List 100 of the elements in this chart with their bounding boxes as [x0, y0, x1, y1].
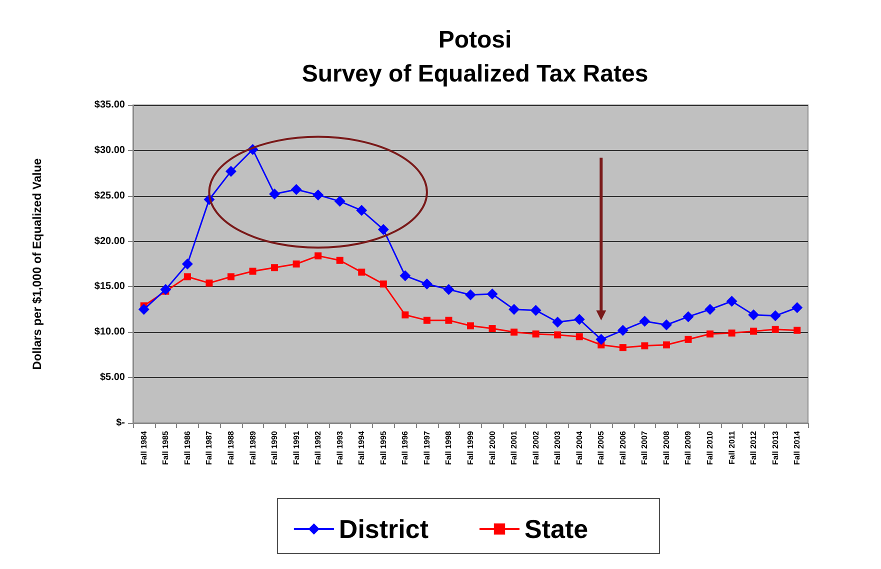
point: [684, 336, 692, 343]
point: [334, 196, 346, 207]
point: [182, 258, 193, 270]
point: [617, 324, 628, 336]
point: [532, 330, 540, 338]
point: [312, 189, 324, 200]
y-tick-label: $25.00: [94, 190, 126, 202]
x-tick-label: Fall 2006: [618, 430, 628, 465]
point: [271, 264, 278, 272]
point: [292, 260, 300, 268]
point: [596, 334, 607, 345]
point: [443, 284, 454, 295]
point: [662, 341, 670, 348]
point: [465, 289, 476, 300]
legend-label: State: [524, 514, 588, 544]
x-tick-label: Fall 1996: [400, 430, 410, 465]
point: [138, 304, 150, 315]
x-tick-label: Fall 2000: [488, 430, 497, 465]
point: [530, 304, 542, 316]
x-tick-label: Fall 1985: [161, 430, 170, 465]
x-tick-label: Fall 2008: [662, 430, 671, 465]
point: [726, 296, 738, 307]
point: [358, 268, 366, 276]
point: [269, 188, 280, 200]
y-tick-label: $30.00: [94, 144, 126, 156]
point: [445, 316, 452, 324]
x-tick-label: Fall 1992: [314, 430, 323, 465]
point: [639, 316, 650, 327]
point: [508, 304, 520, 315]
point: [750, 328, 758, 335]
point: [748, 309, 760, 320]
point: [660, 319, 672, 330]
point: [423, 316, 430, 324]
point: [206, 280, 213, 287]
x-tick-label: Fall 1999: [466, 430, 475, 465]
x-tick-label: Fall 2011: [727, 430, 736, 464]
point: [792, 302, 803, 314]
point: [314, 252, 322, 260]
point: [486, 288, 498, 300]
point: [336, 256, 344, 264]
point: [770, 310, 781, 322]
point: [227, 273, 234, 280]
x-tick-label: Fall 1984: [139, 430, 148, 465]
x-tick-label: Fall 1994: [357, 430, 366, 465]
point: [160, 284, 172, 295]
point: [356, 204, 368, 216]
point: [400, 270, 411, 282]
chart-title: Potosi Survey of Equalized Tax Rates: [302, 26, 648, 88]
y-tick-label: $15.00: [94, 281, 126, 292]
x-tick-label: Fall 1990: [270, 430, 280, 465]
point: [704, 304, 716, 315]
y-axis-title: Dollars per $1,000 of Equalized Value: [30, 158, 44, 370]
point: [706, 330, 714, 338]
point: [290, 184, 302, 195]
x-tick-label: Fall 1997: [422, 430, 432, 465]
point: [728, 330, 736, 337]
x-tick-label: Fall 2001: [510, 430, 519, 465]
y-tick-label: $-: [116, 418, 125, 428]
point: [510, 328, 518, 336]
point: [619, 344, 626, 352]
point: [576, 333, 583, 340]
x-tick-label: Fall 2012: [749, 430, 758, 465]
x-tick-label: Fall 1986: [182, 430, 192, 465]
point: [380, 280, 387, 288]
point: [225, 166, 236, 177]
point: [488, 325, 496, 332]
point: [794, 326, 801, 334]
point: [552, 316, 564, 328]
x-tick-label: Fall 1989: [248, 430, 258, 465]
y-tick-label: $10.00: [94, 326, 126, 338]
x-tick-label: Fall 1991: [292, 430, 301, 465]
y-tick-label: $5.00: [100, 372, 126, 384]
x-tick-label: Fall 2004: [574, 430, 584, 465]
x-tick-label: Fall 2005: [596, 430, 606, 465]
point: [554, 331, 562, 338]
y-tick-label: $20.00: [94, 236, 126, 247]
x-tick-label: Fall 2002: [531, 430, 540, 465]
x-tick-label: Fall 1993: [335, 430, 344, 465]
point: [641, 342, 648, 350]
x-tick-label: Fall 2009: [684, 430, 693, 465]
point: [421, 278, 432, 290]
y-tick-label: $35.00: [94, 100, 126, 110]
x-tick-label: Fall 2010: [706, 430, 715, 465]
point: [574, 314, 585, 325]
x-tick-label: Fall 1987: [204, 430, 214, 465]
point: [467, 322, 474, 330]
legend-label: District: [338, 514, 429, 544]
x-tick-label: Fall 1998: [444, 430, 454, 465]
point: [378, 224, 389, 235]
x-tick-label: Fall 2014: [792, 430, 802, 465]
point: [249, 268, 256, 275]
x-tick-label: Fall 2013: [770, 430, 780, 465]
x-tick-label: Fall 2007: [640, 430, 650, 465]
x-tick-label: Fall 1988: [226, 430, 236, 465]
point: [682, 311, 694, 322]
x-tick-label: Fall 1995: [378, 430, 388, 465]
point: [402, 311, 409, 318]
point: [184, 273, 191, 280]
point: [772, 326, 779, 333]
x-tick-label: Fall 2003: [553, 430, 562, 465]
